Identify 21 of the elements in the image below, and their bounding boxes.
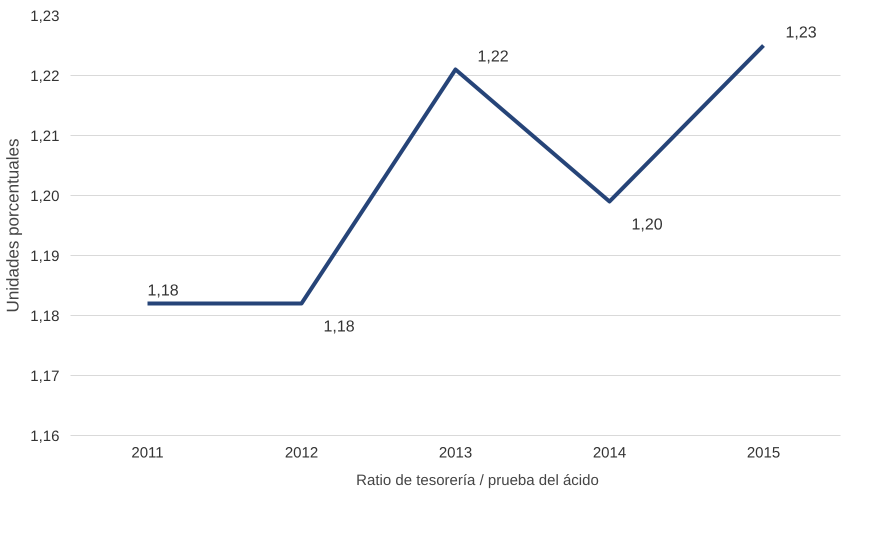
y-axis-title: Unidades porcentuales	[3, 138, 22, 312]
data-label: 1,22	[478, 48, 509, 66]
x-tick-label: 2011	[131, 444, 164, 462]
y-tick-label: 1,22	[30, 68, 60, 85]
data-label: 1,23	[786, 24, 817, 42]
y-tick-label: 1,17	[30, 368, 60, 385]
data-label: 1,18	[148, 282, 179, 300]
line-series	[146, 44, 766, 306]
x-tick-label: 2014	[592, 444, 626, 462]
data-label: 1,20	[632, 216, 663, 234]
y-tick-label: 1,23	[30, 8, 60, 25]
y-tick-label: 1,18	[30, 308, 60, 325]
x-tick-label: 2015	[746, 444, 780, 462]
x-tick-label: 2012	[284, 444, 318, 462]
y-tick-label: 1,21	[30, 128, 60, 145]
y-tick-label: 1,20	[30, 188, 60, 205]
x-tick-label: 2013	[438, 444, 472, 462]
y-tick-label: 1,16	[30, 428, 60, 445]
y-tick-label: 1,19	[30, 248, 60, 265]
data-label: 1,18	[324, 318, 355, 336]
text: Ratio de tesorería / prueba del ácido	[356, 472, 599, 488]
